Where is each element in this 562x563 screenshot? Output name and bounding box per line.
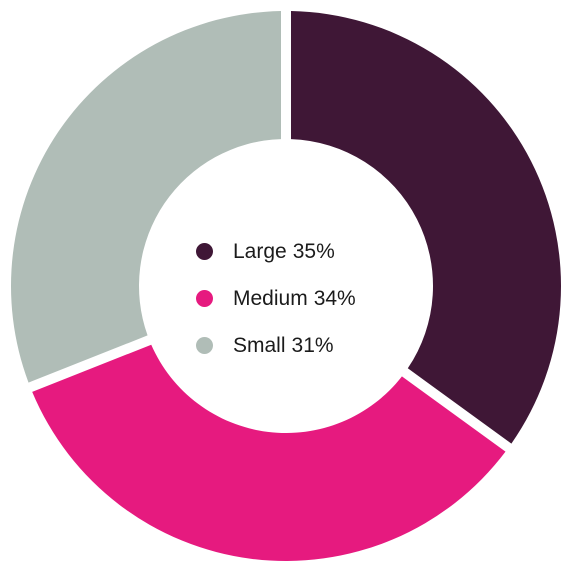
legend-item-large: Large 35%	[196, 228, 416, 275]
legend-label-large: Large	[233, 239, 287, 263]
donut-slice-small	[11, 11, 282, 383]
donut-slice-large	[290, 11, 561, 444]
legend-item-small: Small 31%	[196, 322, 416, 369]
legend-swatch-medium	[196, 290, 213, 307]
donut-slices	[11, 11, 561, 561]
legend-label-medium: Medium	[233, 286, 308, 310]
legend-percent-large: 35%	[292, 239, 335, 263]
legend-label-small: Small	[233, 333, 286, 357]
legend-percent-small: 31%	[291, 333, 334, 357]
chart-legend: Large 35% Medium 34% Small 31%	[196, 228, 416, 369]
donut-slice-medium	[32, 344, 506, 561]
legend-item-medium: Medium 34%	[196, 275, 416, 322]
legend-percent-medium: 34%	[313, 286, 356, 310]
legend-swatch-small	[196, 337, 213, 354]
legend-swatch-large	[196, 243, 213, 260]
